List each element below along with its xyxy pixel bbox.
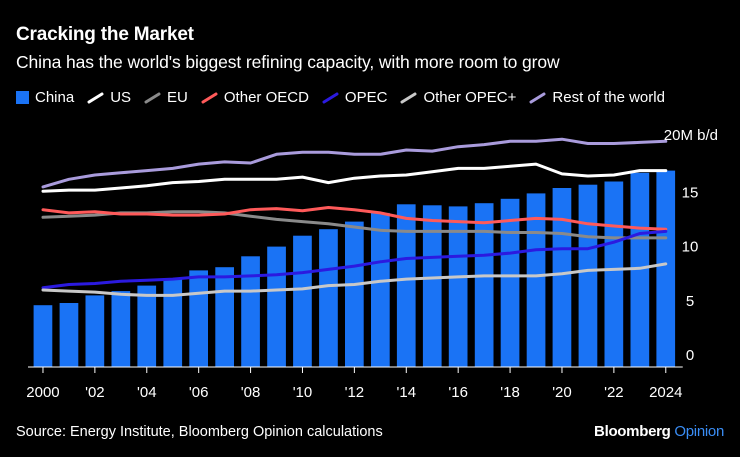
x-tick-label-2022: '22 [604,384,624,401]
x-tick-label-2012: '12 [345,384,365,401]
x-tick-label-2004: '04 [137,384,157,401]
bar-china-2014 [396,204,416,368]
source-note: Source: Energy Institute, Bloomberg Opin… [16,424,383,440]
x-tick-label-2016: '16 [448,384,468,401]
bar-china-2022 [604,181,624,367]
series-line-us [41,162,668,193]
bar-china-2024 [656,170,676,367]
legend-swatch-other-opec [400,92,417,103]
x-tick-label-2002: '02 [85,384,105,401]
legend-item-us: US [87,89,131,106]
x-tick-label-2000: 2000 [26,384,59,401]
bar-china-2004 [137,285,157,367]
legend-label-opec: OPEC [344,89,388,106]
series-line-other-oecd [41,206,668,231]
x-tick-label-2014: '14 [396,384,416,401]
legend-label-china: China [35,89,75,106]
bar-china-2000 [33,305,53,367]
series-line-opec [41,229,668,290]
y-tick-label-10: 10 [682,239,699,256]
bar-china-2019 [526,193,546,367]
bar-china-2007 [215,267,234,367]
x-tick-label-2010: '10 [293,384,313,401]
legend-item-rest-of-the-world: Rest of the world [529,89,665,106]
legend-swatch-us [87,92,104,103]
legend-item-other-opec: Other OPEC+ [400,89,516,106]
legend-item-opec: OPEC [322,89,388,106]
series-line-other-opec [41,262,668,297]
x-tick-label-2024: 2024 [649,384,682,401]
bar-china-2006 [189,270,208,367]
bar-china-2021 [578,184,598,367]
bar-china-2011 [319,229,338,367]
y-tick-label-15: 15 [682,184,699,201]
bar-china-2008 [241,256,260,367]
legend-swatch-eu [144,92,161,103]
legend: China US EU Other OECD OPEC Other OPEC+ Rest o… [16,89,665,106]
bar-china-2002 [85,295,105,367]
legend-swatch-opec [322,92,339,103]
bar-china-2010 [293,235,312,367]
legend-label-eu: EU [167,89,188,106]
bar-china-2003 [111,291,131,368]
legend-swatch-china [16,91,29,104]
bar-china-2009 [267,246,286,367]
legend-item-china: China [16,89,74,106]
brand-suffix: Opinion [674,423,724,440]
brand-logo: Bloomberg Opinion [594,423,724,440]
legend-label-us: US [110,89,132,106]
x-tick-label-2008: '08 [241,384,261,401]
x-tick-label-2006: '06 [189,384,209,401]
bar-china-2015 [422,205,442,367]
chart-title: Cracking the Market [16,24,194,45]
legend-item-other-oecd: Other OECD [201,89,309,106]
y-tick-label-20: 20M b/d [664,127,718,144]
bar-china-2023 [630,172,650,367]
x-tick-label-2018: '18 [500,384,520,401]
bar-china-2016 [448,206,468,367]
legend-label-rest-of-the-world: Rest of the world [552,89,665,106]
legend-label-other-oecd: Other OECD [223,89,309,106]
y-tick-label-5: 5 [686,293,694,310]
y-tick-label-0: 0 [686,347,694,364]
bar-china-2020 [552,188,572,367]
legend-item-eu: EU [144,89,188,106]
bar-china-2005 [163,278,183,367]
bar-china-2012 [345,221,364,367]
bar-china-2018 [500,198,520,367]
legend-swatch-rest-of-the-world [529,92,546,103]
series-line-rest-of-the-world [41,137,668,189]
chart-subtitle: China has the world's biggest refining c… [16,52,560,72]
bar-china-2017 [474,203,494,367]
brand-name: Bloomberg [594,423,671,440]
legend-label-other-opec: Other OPEC+ [423,89,517,106]
x-tick-label-2020: '20 [552,384,572,401]
bar-china-2001 [59,303,79,367]
legend-swatch-other-oecd [201,92,218,103]
bar-china-2013 [371,212,390,367]
